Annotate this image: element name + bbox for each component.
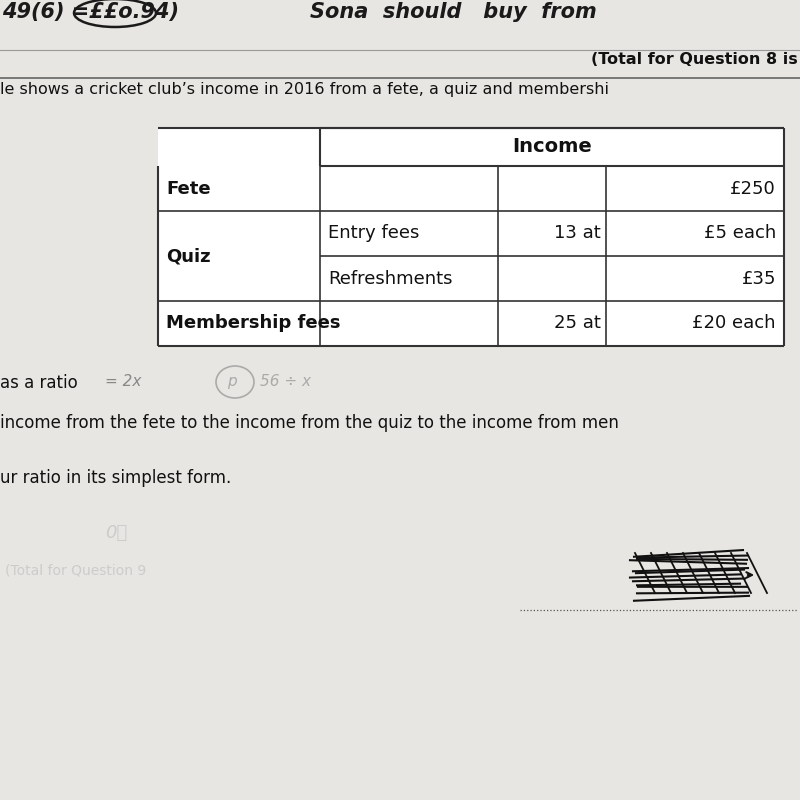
Text: Refreshments: Refreshments (328, 270, 453, 287)
Text: £35: £35 (742, 270, 776, 287)
Text: income from the fete to the income from the quiz to the income from men: income from the fete to the income from … (0, 414, 619, 432)
Text: as a ratio: as a ratio (0, 374, 78, 392)
Text: Income: Income (512, 138, 592, 157)
Text: 25 at: 25 at (554, 314, 601, 333)
Text: 0ر: 0ر (105, 524, 127, 542)
Text: le shows a cricket club’s income in 2016 from a fete, a quiz and membershi: le shows a cricket club’s income in 2016… (0, 82, 609, 97)
Text: Fete: Fete (166, 179, 210, 198)
Text: 49(6) =££o.94): 49(6) =££o.94) (2, 2, 179, 22)
Text: Entry fees: Entry fees (328, 225, 419, 242)
Text: (Total for Question 9: (Total for Question 9 (5, 564, 146, 578)
Text: (Total for Question 8 is: (Total for Question 8 is (591, 52, 798, 67)
Text: 13 at: 13 at (554, 225, 601, 242)
Text: Sona  should   buy  from: Sona should buy from (310, 2, 597, 22)
Text: p: p (227, 374, 237, 389)
Text: Membership fees: Membership fees (166, 314, 341, 333)
Text: £20 each: £20 each (693, 314, 776, 333)
FancyBboxPatch shape (158, 128, 784, 346)
Text: ur ratio in its simplest form.: ur ratio in its simplest form. (0, 469, 231, 487)
Text: Quiz: Quiz (166, 247, 210, 265)
Text: £5 each: £5 each (704, 225, 776, 242)
Text: 56 ÷ x: 56 ÷ x (260, 374, 311, 389)
Text: £250: £250 (730, 179, 776, 198)
Text: = 2x: = 2x (105, 374, 142, 389)
